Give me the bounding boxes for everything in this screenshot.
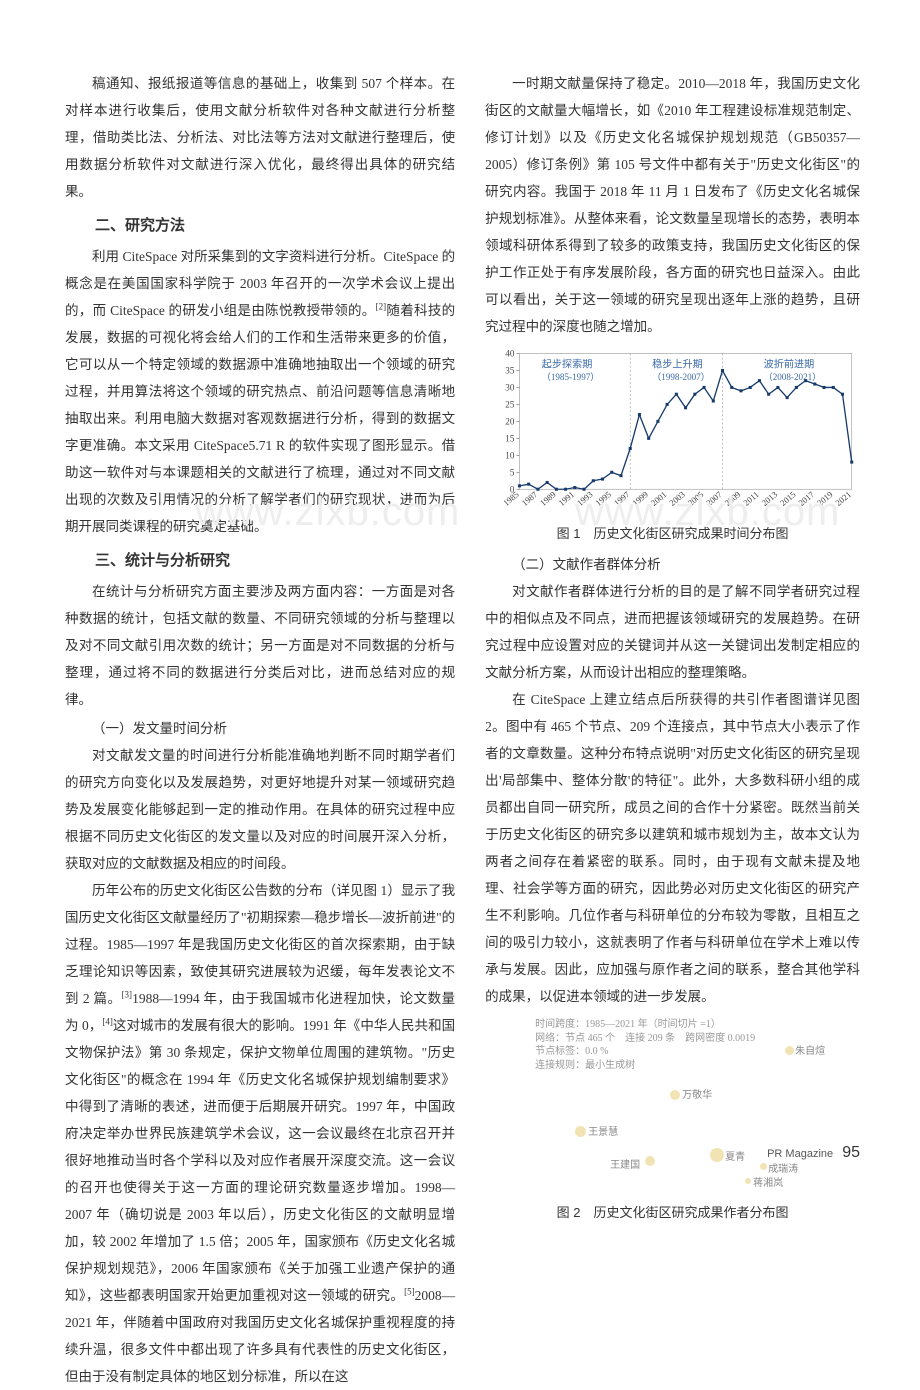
svg-text:2013: 2013 xyxy=(760,489,780,508)
svg-text:2005: 2005 xyxy=(686,489,706,508)
network-node: 夏青 xyxy=(725,1148,745,1168)
svg-text:2015: 2015 xyxy=(778,489,798,508)
citation-sup: [4] xyxy=(102,1017,113,1027)
page-number: 95 xyxy=(842,1144,860,1161)
svg-text:1985: 1985 xyxy=(501,489,521,508)
citation-sup: [5] xyxy=(404,1287,415,1297)
para: 对文献作者群体进行分析的目的是了解不同学者研究过程中的相似点及不同点，进而把握该… xyxy=(485,578,860,686)
citation-sup: [3] xyxy=(122,990,133,1000)
network-node: 王景慧 xyxy=(588,1123,618,1143)
section-heading-2: 二、研究方法 xyxy=(65,211,455,241)
svg-text:2003: 2003 xyxy=(667,489,687,508)
svg-text:（2008-2021）: （2008-2021） xyxy=(764,372,822,382)
para: 历年公布的历史文化街区公告数的分布（详见图 1）显示了我国历史文化街区文献量经历… xyxy=(65,877,455,1390)
figure-2-network: 时间跨度：1985—2021 年（时间切片 =1） 网络：节点 465 个 连接… xyxy=(485,1018,860,1198)
magazine-name: PR Magazine xyxy=(767,1148,833,1160)
svg-text:15: 15 xyxy=(505,433,515,443)
svg-text:1995: 1995 xyxy=(594,489,614,508)
network-node: 蒋湘岚 xyxy=(753,1174,783,1194)
svg-text:（1998-2007）: （1998-2007） xyxy=(652,372,710,382)
para: 一时期文献量保持了稳定。2010—2018 年，我国历史文化街区的文献量大幅增长… xyxy=(485,70,860,340)
svg-text:1987: 1987 xyxy=(520,489,540,508)
section-heading-3: 三、统计与分析研究 xyxy=(65,546,455,576)
svg-text:30: 30 xyxy=(505,382,515,392)
para: 利用 CiteSpace 对所采集到的文字资料进行分析。CiteSpace 的概… xyxy=(65,243,455,540)
svg-text:1989: 1989 xyxy=(538,489,558,508)
svg-text:2017: 2017 xyxy=(797,489,817,508)
svg-text:波折前进期: 波折前进期 xyxy=(764,358,815,371)
svg-text:（1985-1997）: （1985-1997） xyxy=(542,372,600,382)
svg-text:35: 35 xyxy=(505,366,515,376)
svg-text:稳步上升期: 稳步上升期 xyxy=(652,358,703,371)
figure-2-caption: 图 2 历史文化街区研究成果作者分布图 xyxy=(485,1200,860,1226)
left-column: 稿通知、报纸报道等信息的基础上，收集到 507 个样本。在对样本进行收集后，使用… xyxy=(65,70,455,1390)
para: 稿通知、报纸报道等信息的基础上，收集到 507 个样本。在对样本进行收集后，使用… xyxy=(65,70,455,205)
svg-text:起步探索期: 起步探索期 xyxy=(542,358,593,371)
svg-text:40: 40 xyxy=(505,349,515,359)
page-columns: 稿通知、报纸报道等信息的基础上，收集到 507 个样本。在对样本进行收集后，使用… xyxy=(65,70,860,1390)
para: 对文献发文量的时间进行分析能准确地判断不同时期学者们的研究方向变化以及发展趋势，… xyxy=(65,742,455,877)
svg-text:2009: 2009 xyxy=(723,489,743,508)
svg-text:2001: 2001 xyxy=(649,489,669,508)
svg-text:5: 5 xyxy=(510,467,515,477)
svg-text:2007: 2007 xyxy=(704,489,724,508)
subsection-3-2: （二）文献作者群体分析 xyxy=(485,551,860,578)
network-node: 王建国 xyxy=(610,1156,640,1176)
figure-1-chart: 0510152025303540起步探索期（1985-1997）稳步上升期（19… xyxy=(485,344,860,519)
svg-text:25: 25 xyxy=(505,399,515,409)
para: 在统计与分析研究方面主要涉及两方面内容：一方面是对各种数据的统计，包括文献的数量… xyxy=(65,578,455,713)
svg-text:2019: 2019 xyxy=(815,489,835,508)
page-footer: PR Magazine 95 xyxy=(767,1137,860,1169)
svg-text:2021: 2021 xyxy=(834,489,854,508)
svg-text:1993: 1993 xyxy=(575,489,595,508)
svg-text:10: 10 xyxy=(505,450,515,460)
para: 在 CiteSpace 上建立结点后所获得的共引作者图谱详见图 2。图中有 46… xyxy=(485,686,860,1010)
subsection-3-1: （一）发文量时间分析 xyxy=(65,715,455,742)
figure-1-caption: 图 1 历史文化街区研究成果时间分布图 xyxy=(485,521,860,547)
svg-text:20: 20 xyxy=(505,416,515,426)
network-meta: 时间跨度：1985—2021 年（时间切片 =1） 网络：节点 465 个 连接… xyxy=(535,1018,755,1072)
svg-text:2011: 2011 xyxy=(741,489,760,508)
svg-text:1991: 1991 xyxy=(557,489,577,508)
network-node: 朱自煊 xyxy=(795,1042,825,1062)
svg-text:1999: 1999 xyxy=(630,489,650,508)
citation-sup: [2] xyxy=(376,302,387,312)
network-node: 万敬华 xyxy=(682,1086,712,1106)
right-column: 一时期文献量保持了稳定。2010—2018 年，我国历史文化街区的文献量大幅增长… xyxy=(485,70,860,1390)
svg-text:1997: 1997 xyxy=(612,489,632,508)
